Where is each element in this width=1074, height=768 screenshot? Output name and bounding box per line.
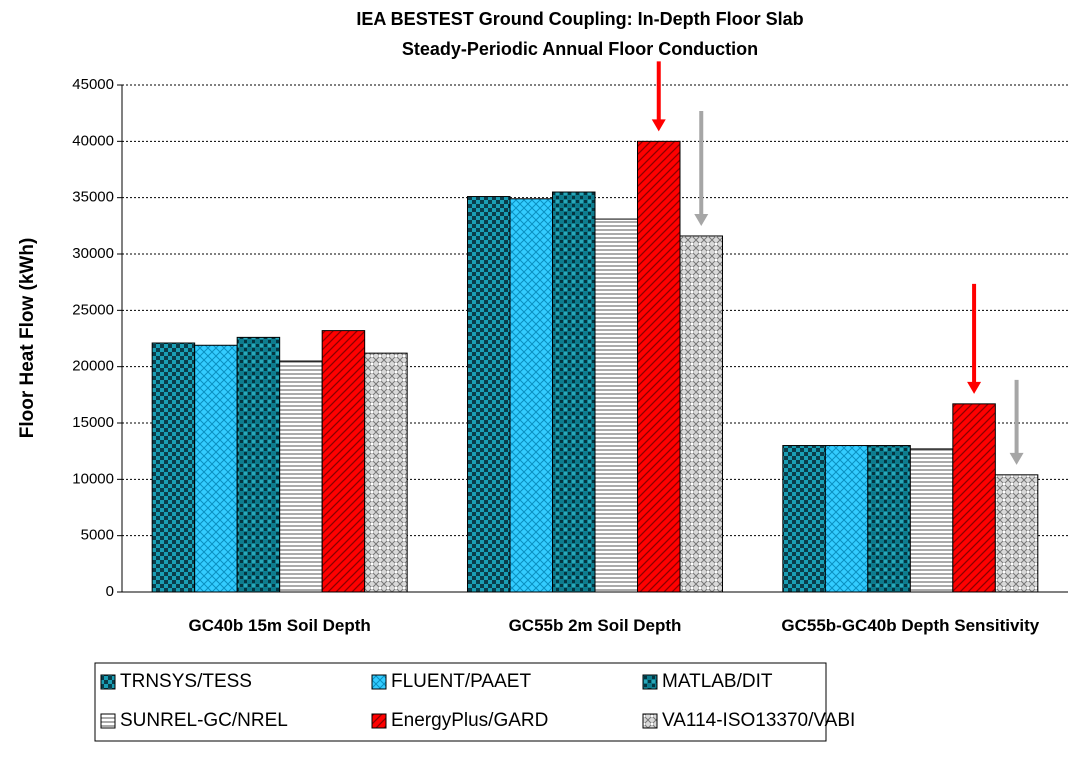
y-tick-label: 0 [106,583,114,600]
bar [679,235,723,593]
arrow-head [651,119,666,132]
arrow-head [1009,452,1024,465]
bar [594,218,638,593]
bar [279,360,323,593]
x-tick-label: GC40b 15m Soil Depth [188,616,371,635]
bar [467,196,511,593]
legend-swatch [642,713,658,729]
legend-label: SUNREL-GC/NREL [120,710,288,731]
chart-subtitle: Steady-Periodic Annual Floor Conduction [402,39,758,59]
bar [509,198,553,593]
legend-box [94,662,827,742]
bar [952,403,996,593]
arrow-head [694,213,709,226]
legend-swatch [100,713,116,729]
bar [321,330,366,593]
y-tick-label: 45000 [72,76,114,93]
legend-swatch [371,713,387,729]
arrow-head [967,381,982,394]
legend-label: FLUENT/PAAET [391,671,531,692]
y-tick-label: 15000 [72,414,114,431]
x-tick-label: GC55b 2m Soil Depth [508,616,682,635]
y-tick-label: 10000 [72,470,114,487]
y-tick-label: 5000 [81,527,114,544]
y-tick-label: 30000 [72,245,114,262]
y-axis-label: Floor Heat Flow (kWh) [17,238,38,439]
bar [364,352,408,593]
y-tick-label: 35000 [72,189,114,206]
x-tick-label: GC55b-GC40b Depth Sensitivity [781,616,1040,635]
y-tick-label: 25000 [72,301,114,318]
bar [994,474,1039,593]
bar [552,191,596,593]
y-tick-label: 40000 [72,132,114,149]
bar [194,344,238,593]
legend-swatch [642,674,658,690]
chart-title: IEA BESTEST Ground Coupling: In-Depth Fl… [356,9,803,29]
y-tick-label: 20000 [72,358,114,375]
bar [637,140,681,593]
legend-label: TRNSYS/TESS [120,671,252,692]
bar [909,448,954,593]
legend-label: MATLAB/DIT [662,671,773,692]
legend-label: EnergyPlus/GARD [391,710,548,731]
bar [782,445,826,593]
bar [151,342,196,593]
legend-swatch [371,674,387,690]
legend-label: VA114-ISO13370/VABI [662,710,855,731]
legend-swatch [100,674,116,690]
bar [867,445,911,593]
bar [824,445,869,593]
bar [236,336,281,593]
